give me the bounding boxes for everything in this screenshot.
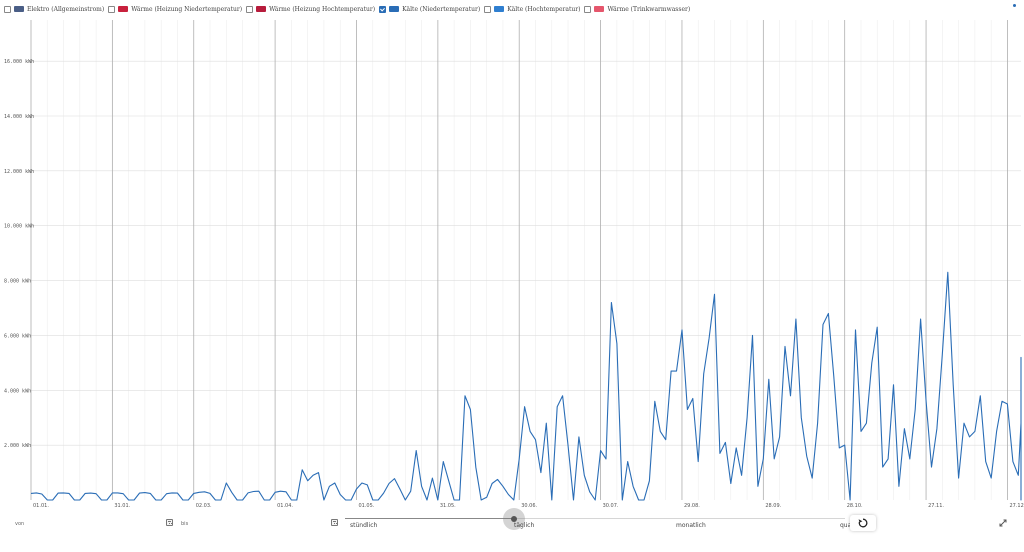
y-tick-label: 4.000 kWh xyxy=(4,388,31,394)
y-tick-label: 12.000 kWh xyxy=(4,169,34,175)
x-tick-label: 28.09. xyxy=(765,503,781,509)
legend-swatch xyxy=(256,6,267,12)
legend-item[interactable]: Wärme (Heizung Hochtemperatur) xyxy=(246,5,376,13)
x-tick-label: 29.08. xyxy=(684,503,700,509)
reset-icon xyxy=(858,518,868,528)
granularity-quarterly[interactable]: quar xyxy=(840,522,854,529)
x-tick-label: 30.07. xyxy=(603,503,619,509)
x-tick-label: 01.04. xyxy=(277,503,293,509)
y-tick-label: 8.000 kWh xyxy=(4,279,31,285)
x-tick-label: 27.11. xyxy=(928,503,944,509)
legend-swatch xyxy=(494,6,505,12)
legend-checkbox[interactable] xyxy=(108,5,116,13)
indicator-dot xyxy=(1013,4,1016,7)
series-line xyxy=(30,271,1022,501)
legend-label: Kälte (Niedertemperatur) xyxy=(402,5,481,13)
legend-checkbox[interactable] xyxy=(379,5,387,13)
y-tick-label: 16.000 kWh xyxy=(4,59,34,65)
y-tick-label: 6.000 kWh xyxy=(4,333,31,339)
expand-icon[interactable] xyxy=(998,518,1008,528)
x-tick-label: 01.05. xyxy=(358,503,374,509)
x-tick-label: 31.05. xyxy=(440,503,456,509)
legend-label: Wärme (Heizung Niedertemperatur) xyxy=(131,5,243,13)
x-axis-ticks: 01.01. 31.01. 02.03. 01.04. 01.05. 31.05. 30.0… xyxy=(33,503,1024,509)
legend-swatch xyxy=(594,6,605,12)
bis-label: bis xyxy=(181,521,189,527)
y-tick-label: 2.000 kWh xyxy=(4,443,31,449)
x-tick-label: 31.01. xyxy=(114,503,130,509)
legend-item[interactable]: Kälte (Hochtemperatur) xyxy=(484,5,581,13)
legend-item[interactable]: Elektro (Allgemeinstrom) xyxy=(4,5,105,13)
legend-label: Wärme (Trinkwarmwasser) xyxy=(607,5,691,13)
y-tick-label: 14.000 kWh xyxy=(4,114,34,120)
bis-calendar-icon[interactable] xyxy=(331,519,338,526)
x-tick-label: 28.10. xyxy=(847,503,863,509)
legend-checkbox[interactable] xyxy=(4,5,11,13)
legend-swatch xyxy=(14,6,24,12)
y-tick-label: 10.000 kWh xyxy=(4,224,34,230)
legend-checkbox[interactable] xyxy=(584,5,592,13)
x-tick-label: 30.06. xyxy=(521,503,537,509)
granularity-hourly[interactable]: stündlich xyxy=(350,522,378,529)
granularity-monthly[interactable]: monatlich xyxy=(676,522,706,529)
granularity-daily[interactable]: täglich xyxy=(514,522,535,529)
legend-item[interactable]: Kälte (Niedertemperatur) xyxy=(379,5,481,13)
granularity-slider-fill xyxy=(345,518,515,519)
grid-minor xyxy=(30,20,1021,500)
x-tick-label: 27.12. xyxy=(1009,503,1024,509)
legend-label: Kälte (Hochtemperatur) xyxy=(507,5,581,13)
controls-bar: von bis stündlich täglich monatlich quar xyxy=(0,508,1024,552)
granularity-slider-track[interactable] xyxy=(345,518,845,519)
legend-item[interactable]: Wärme (Heizung Niedertemperatur) xyxy=(108,5,243,13)
legend-swatch xyxy=(389,6,400,12)
legend-label: Wärme (Heizung Hochtemperatur) xyxy=(269,5,376,13)
series-layer xyxy=(30,271,1022,501)
legend-swatch xyxy=(118,6,129,12)
von-calendar-icon[interactable] xyxy=(166,519,173,526)
x-tick-label: 02.03. xyxy=(196,503,212,509)
legend: Elektro (Allgemeinstrom) Wärme (Heizung N… xyxy=(4,3,694,15)
reset-button[interactable] xyxy=(850,515,876,531)
grid-major xyxy=(30,20,1008,500)
legend-label: Elektro (Allgemeinstrom) xyxy=(27,5,105,13)
x-tick-label: 01.01. xyxy=(33,503,49,509)
granularity-slider-knob[interactable] xyxy=(511,516,517,522)
energy-chart: 2.000 kWh 4.000 kWh 6.000 kWh 8.000 kWh 10.0… xyxy=(4,20,1024,509)
legend-checkbox[interactable] xyxy=(484,5,492,13)
legend-item[interactable]: Wärme (Trinkwarmwasser) xyxy=(584,5,691,13)
y-axis-ticks: 2.000 kWh 4.000 kWh 6.000 kWh 8.000 kWh 10.0… xyxy=(4,59,34,449)
von-label: von xyxy=(15,521,25,527)
legend-checkbox[interactable] xyxy=(246,5,254,13)
